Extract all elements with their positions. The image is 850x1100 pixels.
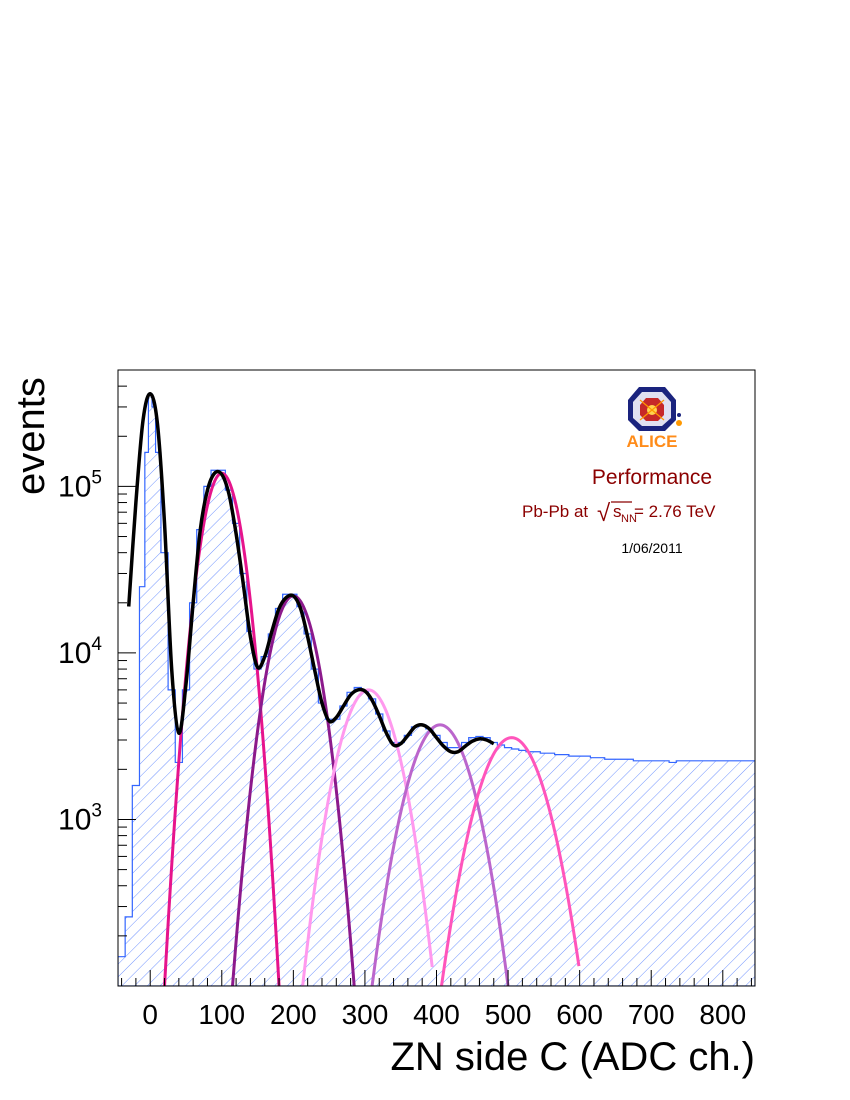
fit-component-5: [439, 736, 581, 986]
histogram-fill: [118, 393, 755, 986]
x-tick-label: 400: [413, 999, 460, 1030]
x-tick-label: 600: [556, 999, 603, 1030]
alice-logo: ALICE: [627, 387, 682, 451]
y-tick-label: 103: [58, 800, 102, 836]
sqrt-s: s: [613, 502, 622, 521]
collision-suffix: = 2.76 TeV: [634, 502, 716, 521]
x-axis-ticks: 0 100 200 300 400 500 600 700 800: [121, 970, 752, 1030]
fit-component-4: [370, 723, 510, 986]
y-tick-label: 104: [58, 634, 102, 670]
x-tick-label: 0: [142, 999, 158, 1030]
total-fit-curve: [126, 392, 495, 755]
collision-label: Pb-Pb at √ s NN = 2.76 TeV: [522, 500, 716, 527]
alice-logo-text: ALICE: [627, 432, 678, 451]
x-tick-label: 100: [198, 999, 245, 1030]
x-axis-label: ZN side C (ADC ch.): [391, 1035, 756, 1079]
y-axis-label: events: [9, 377, 53, 495]
collision-prefix: Pb-Pb at: [522, 502, 588, 521]
sqrt-sub: NN: [621, 513, 637, 525]
x-tick-label: 300: [342, 999, 389, 1030]
x-tick-label: 200: [270, 999, 317, 1030]
x-tick-label: 800: [699, 999, 746, 1030]
total-fit: [126, 392, 495, 755]
date-label: 1/06/2011: [621, 540, 682, 556]
y-tick-label: 105: [58, 467, 102, 503]
x-tick-label: 500: [485, 999, 532, 1030]
y-axis-ticks: 103 104 105: [58, 369, 136, 987]
x-tick-label: 700: [628, 999, 675, 1030]
performance-label: Performance: [592, 466, 712, 489]
sqrt-symbol: √: [597, 500, 611, 527]
